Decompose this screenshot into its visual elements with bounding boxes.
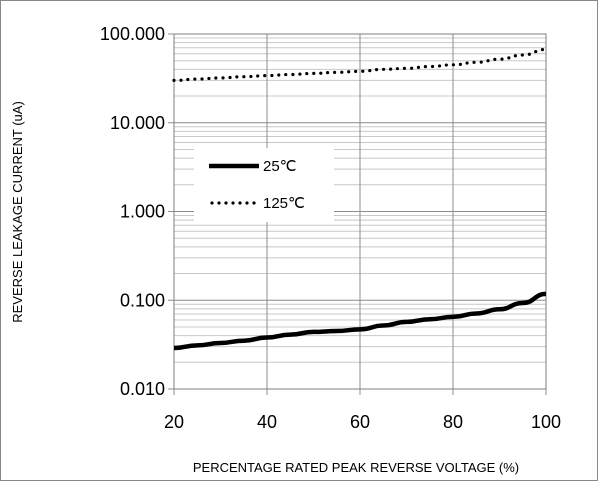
x-tick-label: 20	[164, 412, 184, 432]
y-tick-label: 100.000	[100, 24, 165, 44]
legend: 25℃ 125℃	[194, 148, 334, 222]
x-axis-title: PERCENTAGE RATED PEAK REVERSE VOLTAGE (%…	[193, 460, 519, 475]
legend-label-25c: 25℃	[263, 158, 297, 175]
y-tick-label: 10.000	[110, 113, 165, 133]
series-line-25c	[173, 291, 547, 351]
x-tick-label: 60	[350, 412, 370, 432]
plot-area-border	[173, 33, 547, 390]
x-tick-label: 80	[443, 412, 463, 432]
y-tick-label: 0.010	[120, 379, 165, 399]
legend-label-125c: 125℃	[263, 195, 305, 212]
legend-box	[194, 148, 334, 222]
x-tick-label: 100	[531, 412, 561, 432]
series-line-125c	[172, 47, 548, 82]
x-tick-labels: 20 40 60 80 100	[164, 412, 561, 432]
y-tick-label: 0.100	[120, 290, 165, 310]
x-tick-label: 40	[257, 412, 277, 432]
y-axis-title: REVERSE LEAKAGE CURRENT (uA)	[10, 101, 25, 323]
series-layer	[172, 47, 548, 351]
y-tick-labels: 0.010 0.100 1.000 10.000 100.000	[100, 24, 165, 399]
y-tick-label: 1.000	[120, 202, 165, 222]
